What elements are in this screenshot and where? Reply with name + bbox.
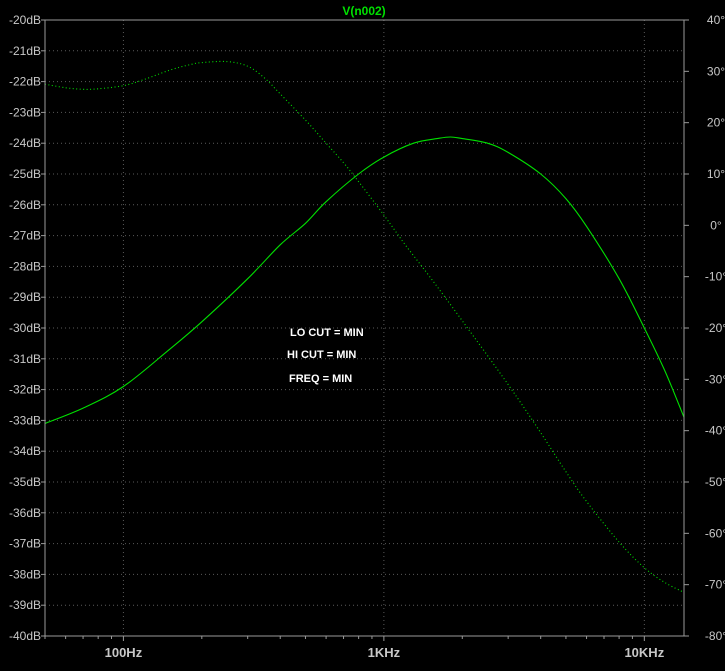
- y-left-tick-label: -25dB: [9, 167, 41, 181]
- y-right-tick-label: -50°: [705, 475, 725, 489]
- annotation-lo-cut: LO CUT = MIN: [290, 327, 364, 339]
- x-tick-label: 1KHz: [368, 645, 401, 660]
- y-right-tick-label: 40°: [707, 13, 725, 27]
- y-left-tick-label: -33dB: [9, 413, 41, 427]
- tick-layer: [41, 19, 689, 641]
- y-left-tick-label: -40dB: [9, 629, 41, 643]
- y-right-tick-label: -20°: [705, 321, 725, 335]
- y-left-tick-label: -38dB: [9, 567, 41, 581]
- y-left-tick-label: -29dB: [9, 290, 41, 304]
- y-left-tick-label: -36dB: [9, 506, 41, 520]
- y-right-tick-label: 30°: [707, 64, 725, 78]
- x-tick-label: 100Hz: [105, 645, 143, 660]
- plot-title: V(n002): [342, 4, 385, 18]
- phase-trace: [44, 60, 685, 593]
- y-left-tick-label: -26dB: [9, 198, 41, 212]
- y-left-tick-label: -37dB: [9, 537, 41, 551]
- trace-layer: [44, 60, 685, 593]
- y-left-tick-label: -39dB: [9, 598, 41, 612]
- y-right-tick-label: -40°: [705, 424, 725, 438]
- magnitude-trace: [44, 136, 685, 425]
- y-left-tick-label: -22dB: [9, 75, 41, 89]
- y-left-tick-label: -28dB: [9, 259, 41, 273]
- y-right-tick-label: -10°: [705, 270, 725, 284]
- y-left-tick-label: -35dB: [9, 475, 41, 489]
- y-right-tick-label: -60°: [705, 526, 725, 540]
- y-right-tick-label: 0°: [710, 218, 722, 232]
- y-left-tick-label: -30dB: [9, 321, 41, 335]
- annotation-freq: FREQ = MIN: [289, 373, 352, 385]
- y-left-tick-label: -34dB: [9, 444, 41, 458]
- y-left-tick-label: -20dB: [9, 13, 41, 27]
- plot-frame: [44, 19, 685, 637]
- y-right-tick-label: -70°: [705, 578, 725, 592]
- y-left-tick-label: -24dB: [9, 136, 41, 150]
- grid-layer: [45, 20, 684, 636]
- y-right-tick-label: 20°: [707, 116, 725, 130]
- y-right-tick-label: -80°: [705, 629, 725, 643]
- y-right-tick-label: 10°: [707, 167, 725, 181]
- y-left-tick-label: -32dB: [9, 383, 41, 397]
- y-left-tick-label: -23dB: [9, 105, 41, 119]
- y-left-tick-label: -27dB: [9, 229, 41, 243]
- y-left-tick-label: -31dB: [9, 352, 41, 366]
- y-right-tick-label: -30°: [705, 372, 725, 386]
- x-tick-label: 10KHz: [624, 645, 664, 660]
- y-left-tick-label: -21dB: [9, 44, 41, 58]
- annotation-hi-cut: HI CUT = MIN: [287, 349, 356, 361]
- tick-label-layer: -20dB -21dB -22dB -23dB -24dB -25dB -26dB -27dB…: [9, 13, 725, 660]
